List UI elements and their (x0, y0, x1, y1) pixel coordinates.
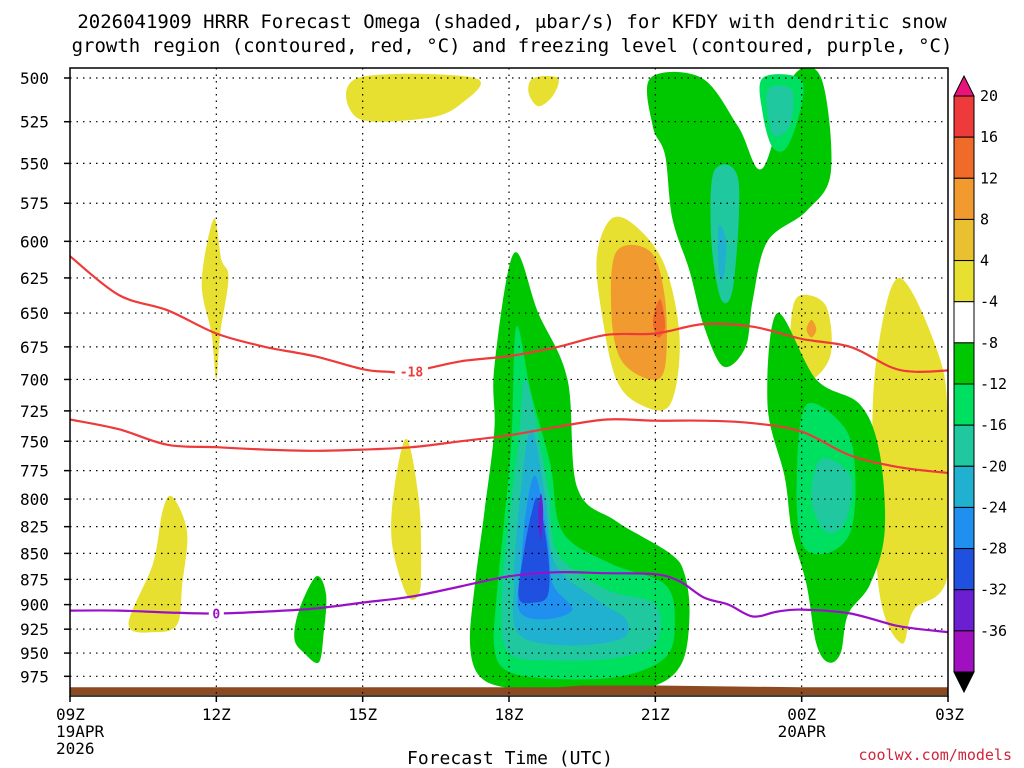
colorbar-swatch-1 (953, 95, 975, 138)
colorbar-swatch-6 (953, 301, 975, 344)
y-tick-label-825: 825 (20, 518, 49, 537)
y-tick-label-925: 925 (20, 620, 49, 639)
y-tick-label-875: 875 (20, 570, 49, 589)
colorbar-swatch-10 (953, 465, 975, 508)
colorbar-swatch-2 (953, 136, 975, 179)
x-tick-label-00Z: 00Z (787, 705, 816, 724)
colorbar-swatch-3 (953, 177, 975, 220)
colorbar: 20 16 12 8 4 -4 -8 -12 -16 -20 -24 -28 -32 -36 (953, 74, 1007, 694)
omega-region-purple-1 (538, 493, 544, 541)
colorbar-swatch-11 (953, 506, 975, 550)
omega-region-yellow-1 (201, 218, 229, 380)
chart-title-line-1: 2026041909 HRRR Forecast Omega (shaded, … (77, 11, 947, 33)
colorbar-label-12: -32 (980, 581, 1007, 599)
colorbar-label-10: -24 (980, 498, 1007, 516)
y-tick-label-950: 950 (20, 644, 49, 663)
omega-region-yellow-6 (872, 277, 948, 644)
colorbar-swatch-5 (953, 260, 975, 303)
terrain-strip (70, 685, 948, 695)
credit-link[interactable]: coolwx.com/models (858, 746, 1012, 764)
gridlines (70, 68, 948, 696)
colorbar-swatch-13 (953, 589, 975, 632)
x-tick-label-12Z: 12Z (202, 705, 231, 724)
y-tick-label-750: 750 (20, 432, 49, 451)
y-tick-label-800: 800 (20, 490, 49, 509)
dgz-contour-upper (70, 255, 948, 374)
freezing-level-contour (70, 570, 948, 634)
colorbar-swatch-4 (953, 218, 975, 262)
x-tick-year-09Z: 2026 (56, 739, 95, 758)
colorbar-label-8: -16 (980, 416, 1007, 434)
omega-region-yellow-top-2 (528, 75, 559, 107)
omega-region-orange-1 (610, 244, 667, 380)
contours (70, 255, 948, 634)
y-tick-label-650: 650 (20, 304, 49, 323)
y-tick-label-625: 625 (20, 269, 49, 288)
colorbar-label-13: -36 (980, 622, 1007, 640)
plot-area: -18 0 500 525 550 575 600 625 650 675 700 725 750 775… (20, 67, 964, 758)
y-axis: 500 525 550 575 600 625 650 675 700 725 750 775 800 8… (20, 69, 70, 686)
y-tick-label-775: 775 (20, 462, 49, 481)
colorbar-label-6: -8 (980, 334, 998, 352)
y-tick-label-525: 525 (20, 113, 49, 132)
y-tick-label-900: 900 (20, 596, 49, 615)
omega-region-yellow-2 (128, 495, 188, 633)
omega-region-lightblue-2 (717, 225, 727, 281)
y-tick-label-725: 725 (20, 402, 49, 421)
x-tick-label-15Z: 15Z (348, 705, 377, 724)
omega-region-yellow-top-1 (346, 73, 481, 122)
omega-region-teal-mid (710, 164, 740, 304)
colorbar-triangle-bottom (953, 671, 975, 694)
x-tick-label-09Z: 09Z (56, 705, 85, 724)
y-tick-label-600: 600 (20, 232, 49, 251)
colorbar-label-0: 20 (980, 87, 998, 105)
y-tick-label-675: 675 (20, 338, 49, 357)
omega-region-teal-top (766, 85, 794, 137)
omega-region-teal-right (811, 458, 852, 534)
omega-region-yellow-3 (391, 438, 422, 600)
y-tick-label-575: 575 (20, 194, 49, 213)
colorbar-label-5: -4 (980, 293, 998, 311)
colorbar-label-9: -20 (980, 457, 1007, 475)
colorbar-swatch-14 (953, 630, 975, 673)
colorbar-swatch-12 (953, 548, 975, 591)
omega-shading (128, 68, 948, 691)
y-tick-label-700: 700 (20, 370, 49, 389)
dgz-contour-lower (70, 418, 948, 475)
x-tick-label-18Z: 18Z (495, 705, 524, 724)
omega-region-green-small (294, 575, 327, 664)
colorbar-label-2: 12 (980, 169, 998, 187)
y-tick-label-850: 850 (20, 544, 49, 563)
y-tick-label-500: 500 (20, 69, 49, 88)
colorbar-label-7: -12 (980, 375, 1007, 393)
colorbar-swatch-8 (953, 383, 975, 426)
freezing-level-contour-label-bg (208, 605, 224, 622)
colorbar-label-1: 16 (980, 128, 998, 146)
dgz-contour-upper-label: -18 (400, 366, 424, 381)
x-tick-date-09Z: 19APR (56, 722, 105, 741)
x-tick-label-03Z: 03Z (935, 705, 964, 724)
x-tick-date-00Z: 20APR (778, 722, 827, 741)
x-axis-label: Forecast Time (UTC) (407, 748, 613, 768)
chart-title-line-2: growth region (contoured, red, °C) and f… (72, 35, 953, 57)
omega-region-orange-3 (806, 319, 817, 338)
dgz-contour-upper-label-bg (394, 363, 428, 380)
colorbar-swatch-7 (953, 342, 975, 385)
colorbar-swatch-9 (953, 424, 975, 467)
y-tick-label-975: 975 (20, 667, 49, 686)
colorbar-label-3: 8 (980, 210, 989, 228)
x-tick-label-21Z: 21Z (641, 705, 670, 724)
colorbar-label-11: -28 (980, 540, 1007, 558)
y-tick-label-550: 550 (20, 154, 49, 173)
colorbar-label-4: 4 (980, 252, 989, 270)
freezing-level-contour-label: 0 (212, 608, 220, 623)
